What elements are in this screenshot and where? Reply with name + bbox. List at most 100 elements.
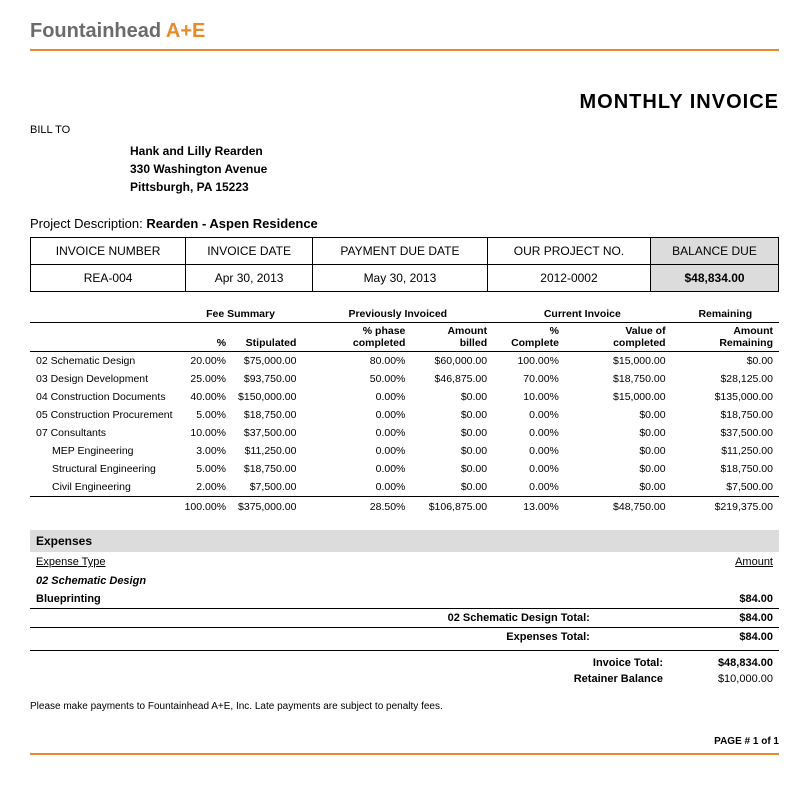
invoice-total-amt: $48,834.00 (669, 655, 779, 671)
table-cell: 40.00% (179, 388, 232, 406)
table-cell: 5.00% (179, 460, 232, 478)
page-number: PAGE # 1 of 1 (30, 736, 779, 747)
table-cell: 10.00% (179, 424, 232, 442)
table-cell: $18,750.00 (672, 406, 779, 424)
meta-hdr-balance-due: BALANCE DUE (651, 238, 779, 265)
table-cell: $18,750.00 (232, 406, 302, 424)
table-row: 04 Construction Documents40.00%$150,000.… (30, 388, 779, 406)
lines-sub-stip: Stipulated (232, 323, 302, 352)
table-row: 03 Design Development25.00%$93,750.0050.… (30, 370, 779, 388)
table-cell: $7,500.00 (672, 478, 779, 497)
table-cell: 0.00% (493, 478, 565, 497)
table-cell: 04 Construction Documents (30, 388, 179, 406)
lines-sub-pc: % Complete (493, 323, 565, 352)
fee-lines-table: Fee Summary Previously Invoiced Current … (30, 306, 779, 516)
exp-hdr-amount: Amount (596, 552, 779, 572)
meta-val-invoice-date: Apr 30, 2013 (186, 265, 313, 292)
exp-hdr-type: Expense Type (30, 552, 596, 572)
tot-stip: $375,000.00 (232, 497, 302, 517)
expenses-table: Expense Type Amount 02 Schematic Design … (30, 552, 779, 646)
payment-footnote: Please make payments to Fountainhead A+E… (30, 701, 779, 712)
table-cell: 0.00% (493, 442, 565, 460)
table-cell: $0.00 (565, 424, 672, 442)
table-cell: 2.00% (179, 478, 232, 497)
table-row: 02 Schematic Design20.00%$75,000.0080.00… (30, 352, 779, 371)
tot-pct: 100.00% (179, 497, 232, 517)
lines-sub-phc: % phase completed (302, 323, 411, 352)
meta-val-due-date: May 30, 2013 (312, 265, 487, 292)
tot-ab: $106,875.00 (411, 497, 493, 517)
lines-group-rem: Remaining (672, 306, 779, 323)
company-name-main: Fountainhead (30, 20, 166, 42)
table-cell: 0.00% (493, 460, 565, 478)
table-cell: 0.00% (302, 460, 411, 478)
table-cell: $135,000.00 (672, 388, 779, 406)
table-cell: 100.00% (493, 352, 565, 371)
lines-group-fee: Fee Summary (179, 306, 303, 323)
meta-val-balance-due: $48,834.00 (651, 265, 779, 292)
table-cell: $93,750.00 (232, 370, 302, 388)
table-cell: $0.00 (411, 460, 493, 478)
table-cell: $75,000.00 (232, 352, 302, 371)
meta-hdr-invoice-date: INVOICE DATE (186, 238, 313, 265)
table-row: 07 Consultants10.00%$37,500.000.00%$0.00… (30, 424, 779, 442)
company-name: Fountainhead A+E (30, 20, 779, 43)
table-cell: $15,000.00 (565, 352, 672, 371)
lines-blank-hdr (30, 306, 179, 323)
table-cell: 10.00% (493, 388, 565, 406)
bill-to-block: Hank and Lilly Rearden 330 Washington Av… (130, 142, 779, 196)
invoice-meta-table: INVOICE NUMBER INVOICE DATE PAYMENT DUE … (30, 237, 779, 292)
exp-total-amt: $84.00 (596, 628, 779, 647)
table-cell: MEP Engineering (30, 442, 179, 460)
table-cell: 0.00% (493, 406, 565, 424)
lines-group-curr: Current Invoice (493, 306, 671, 323)
table-cell: $0.00 (411, 388, 493, 406)
lines-sub-blank (30, 323, 179, 352)
table-cell: 0.00% (302, 442, 411, 460)
bill-to-label: BILL TO (30, 124, 779, 136)
exp-item: Blueprinting (30, 590, 596, 609)
footer-rule (30, 753, 779, 755)
bill-to-name: Hank and Lilly Rearden (130, 142, 779, 160)
table-cell: $28,125.00 (672, 370, 779, 388)
table-cell: $0.00 (565, 460, 672, 478)
tot-phc: 28.50% (302, 497, 411, 517)
table-cell: 20.00% (179, 352, 232, 371)
table-row: Structural Engineering5.00% $18,750.00 0.0… (30, 460, 779, 478)
table-cell: 0.00% (302, 388, 411, 406)
table-cell: $11,250.00 (232, 442, 302, 460)
table-cell: 07 Consultants (30, 424, 179, 442)
document-title: MONTHLY INVOICE (30, 91, 779, 114)
meta-hdr-due-date: PAYMENT DUE DATE (312, 238, 487, 265)
table-cell: $0.00 (565, 478, 672, 497)
table-cell: 0.00% (302, 478, 411, 497)
table-cell: $0.00 (411, 442, 493, 460)
lines-sub-pct: % (179, 323, 232, 352)
expenses-section-header: Expenses (30, 530, 779, 552)
bill-to-street: 330 Washington Avenue (130, 160, 779, 178)
table-row: 05 Construction Procurement5.00%$18,750.… (30, 406, 779, 424)
table-cell: 0.00% (302, 406, 411, 424)
table-cell: $0.00 (565, 442, 672, 460)
lines-group-prev: Previously Invoiced (302, 306, 493, 323)
table-cell: $18,750.00 (565, 370, 672, 388)
lines-sub-rem: Amount Remaining (672, 323, 779, 352)
project-description: Project Description: Rearden - Aspen Res… (30, 216, 779, 231)
table-cell: 03 Design Development (30, 370, 179, 388)
tot-rem: $219,375.00 (672, 497, 779, 517)
table-cell: $150,000.00 (232, 388, 302, 406)
table-cell: $18,750.00 (672, 460, 779, 478)
invoice-totals-table: Invoice Total: $48,834.00 Retainer Balan… (30, 655, 779, 687)
meta-val-project-no: 2012-0002 (487, 265, 650, 292)
table-cell: 3.00% (179, 442, 232, 460)
table-cell: $0.00 (672, 352, 779, 371)
table-cell: 02 Schematic Design (30, 352, 179, 371)
table-cell: 70.00% (493, 370, 565, 388)
table-cell: $0.00 (411, 478, 493, 497)
table-cell: 5.00% (179, 406, 232, 424)
totals-rule (30, 650, 779, 651)
table-cell: Structural Engineering (30, 460, 179, 478)
table-cell: $0.00 (411, 406, 493, 424)
lines-sub-ab: Amount billed (411, 323, 493, 352)
tot-voc: $48,750.00 (565, 497, 672, 517)
